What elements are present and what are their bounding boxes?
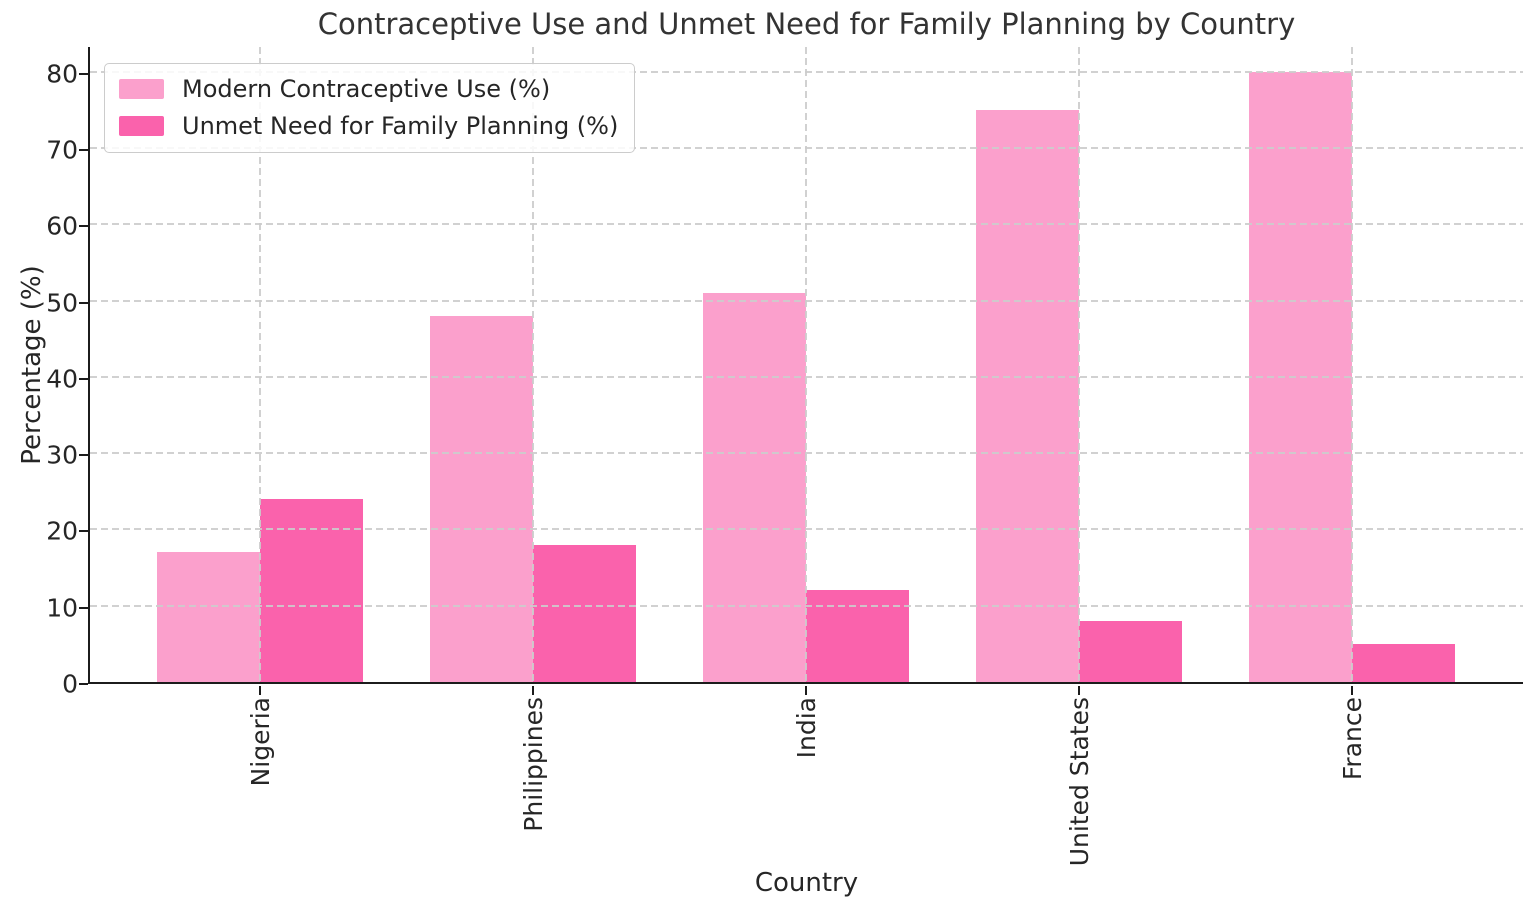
y-tick-mark bbox=[79, 683, 88, 685]
y-tick-label: 80 bbox=[46, 59, 78, 89]
gridline-horizontal bbox=[90, 70, 1523, 73]
bar-modern-use bbox=[703, 292, 806, 682]
legend-label: Unmet Need for Family Planning (%) bbox=[182, 112, 619, 140]
gridline-horizontal bbox=[90, 604, 1523, 607]
legend-item: Modern Contraceptive Use (%) bbox=[119, 75, 618, 103]
y-tick-label: 0 bbox=[62, 669, 78, 699]
y-tick-mark bbox=[79, 148, 88, 151]
y-tick-mark bbox=[79, 606, 88, 609]
legend-label: Modern Contraceptive Use (%) bbox=[182, 75, 551, 103]
gridline-horizontal bbox=[90, 299, 1523, 302]
x-tick-label: France bbox=[1338, 697, 1367, 781]
gridline-vertical bbox=[1078, 47, 1080, 682]
x-tick-mark bbox=[259, 686, 261, 695]
y-tick-label: 50 bbox=[46, 288, 78, 318]
x-tick-mark bbox=[805, 686, 807, 695]
y-tick-mark bbox=[79, 530, 88, 533]
x-tick-mark bbox=[1078, 686, 1080, 695]
legend: Modern Contraceptive Use (%) Unmet Need … bbox=[104, 63, 636, 153]
x-tick-label: Nigeria bbox=[246, 697, 275, 787]
gridline-vertical bbox=[1351, 47, 1353, 682]
legend-swatch-unmet-need bbox=[119, 116, 164, 136]
gridline-horizontal bbox=[90, 452, 1523, 455]
gridline-vertical bbox=[532, 47, 534, 682]
y-tick-mark bbox=[79, 454, 88, 457]
y-tick-label: 60 bbox=[46, 211, 78, 241]
bar-modern-use bbox=[157, 552, 260, 682]
bar-unmet-need bbox=[260, 498, 363, 682]
gridline-horizontal bbox=[90, 147, 1523, 149]
x-tick-mark bbox=[532, 686, 534, 695]
bar-modern-use bbox=[976, 109, 1079, 682]
bar-modern-use bbox=[430, 315, 533, 682]
gridline-horizontal bbox=[90, 375, 1523, 378]
plot-area: Modern Contraceptive Use (%) Unmet Need … bbox=[88, 47, 1523, 684]
bar-unmet-need bbox=[533, 544, 636, 682]
y-tick-mark bbox=[79, 301, 88, 304]
gridline-vertical bbox=[259, 47, 261, 682]
y-tick-label: 30 bbox=[46, 440, 78, 470]
gridline-horizontal bbox=[90, 528, 1523, 531]
bar-unmet-need bbox=[1352, 643, 1455, 682]
y-tick-label: 70 bbox=[46, 135, 78, 165]
x-tick-label: United States bbox=[1065, 697, 1094, 867]
legend-item: Unmet Need for Family Planning (%) bbox=[119, 112, 618, 140]
y-tick-label: 40 bbox=[46, 364, 78, 394]
x-tick-mark bbox=[1351, 686, 1353, 695]
y-tick-mark bbox=[79, 377, 88, 380]
legend-swatch-modern-use bbox=[119, 79, 164, 99]
x-axis-label: Country bbox=[754, 868, 859, 898]
x-tick-label: India bbox=[792, 697, 821, 759]
y-tick-label: 20 bbox=[46, 516, 78, 546]
gridline-vertical bbox=[805, 47, 807, 682]
y-tick-mark bbox=[79, 72, 88, 75]
x-tick-label: Philippines bbox=[519, 697, 548, 832]
y-tick-label: 10 bbox=[46, 593, 78, 623]
y-tick-mark bbox=[79, 225, 88, 228]
chart-title: Contraceptive Use and Unmet Need for Fam… bbox=[317, 7, 1296, 41]
bar-unmet-need bbox=[1079, 620, 1182, 682]
gridline-horizontal bbox=[90, 223, 1523, 226]
